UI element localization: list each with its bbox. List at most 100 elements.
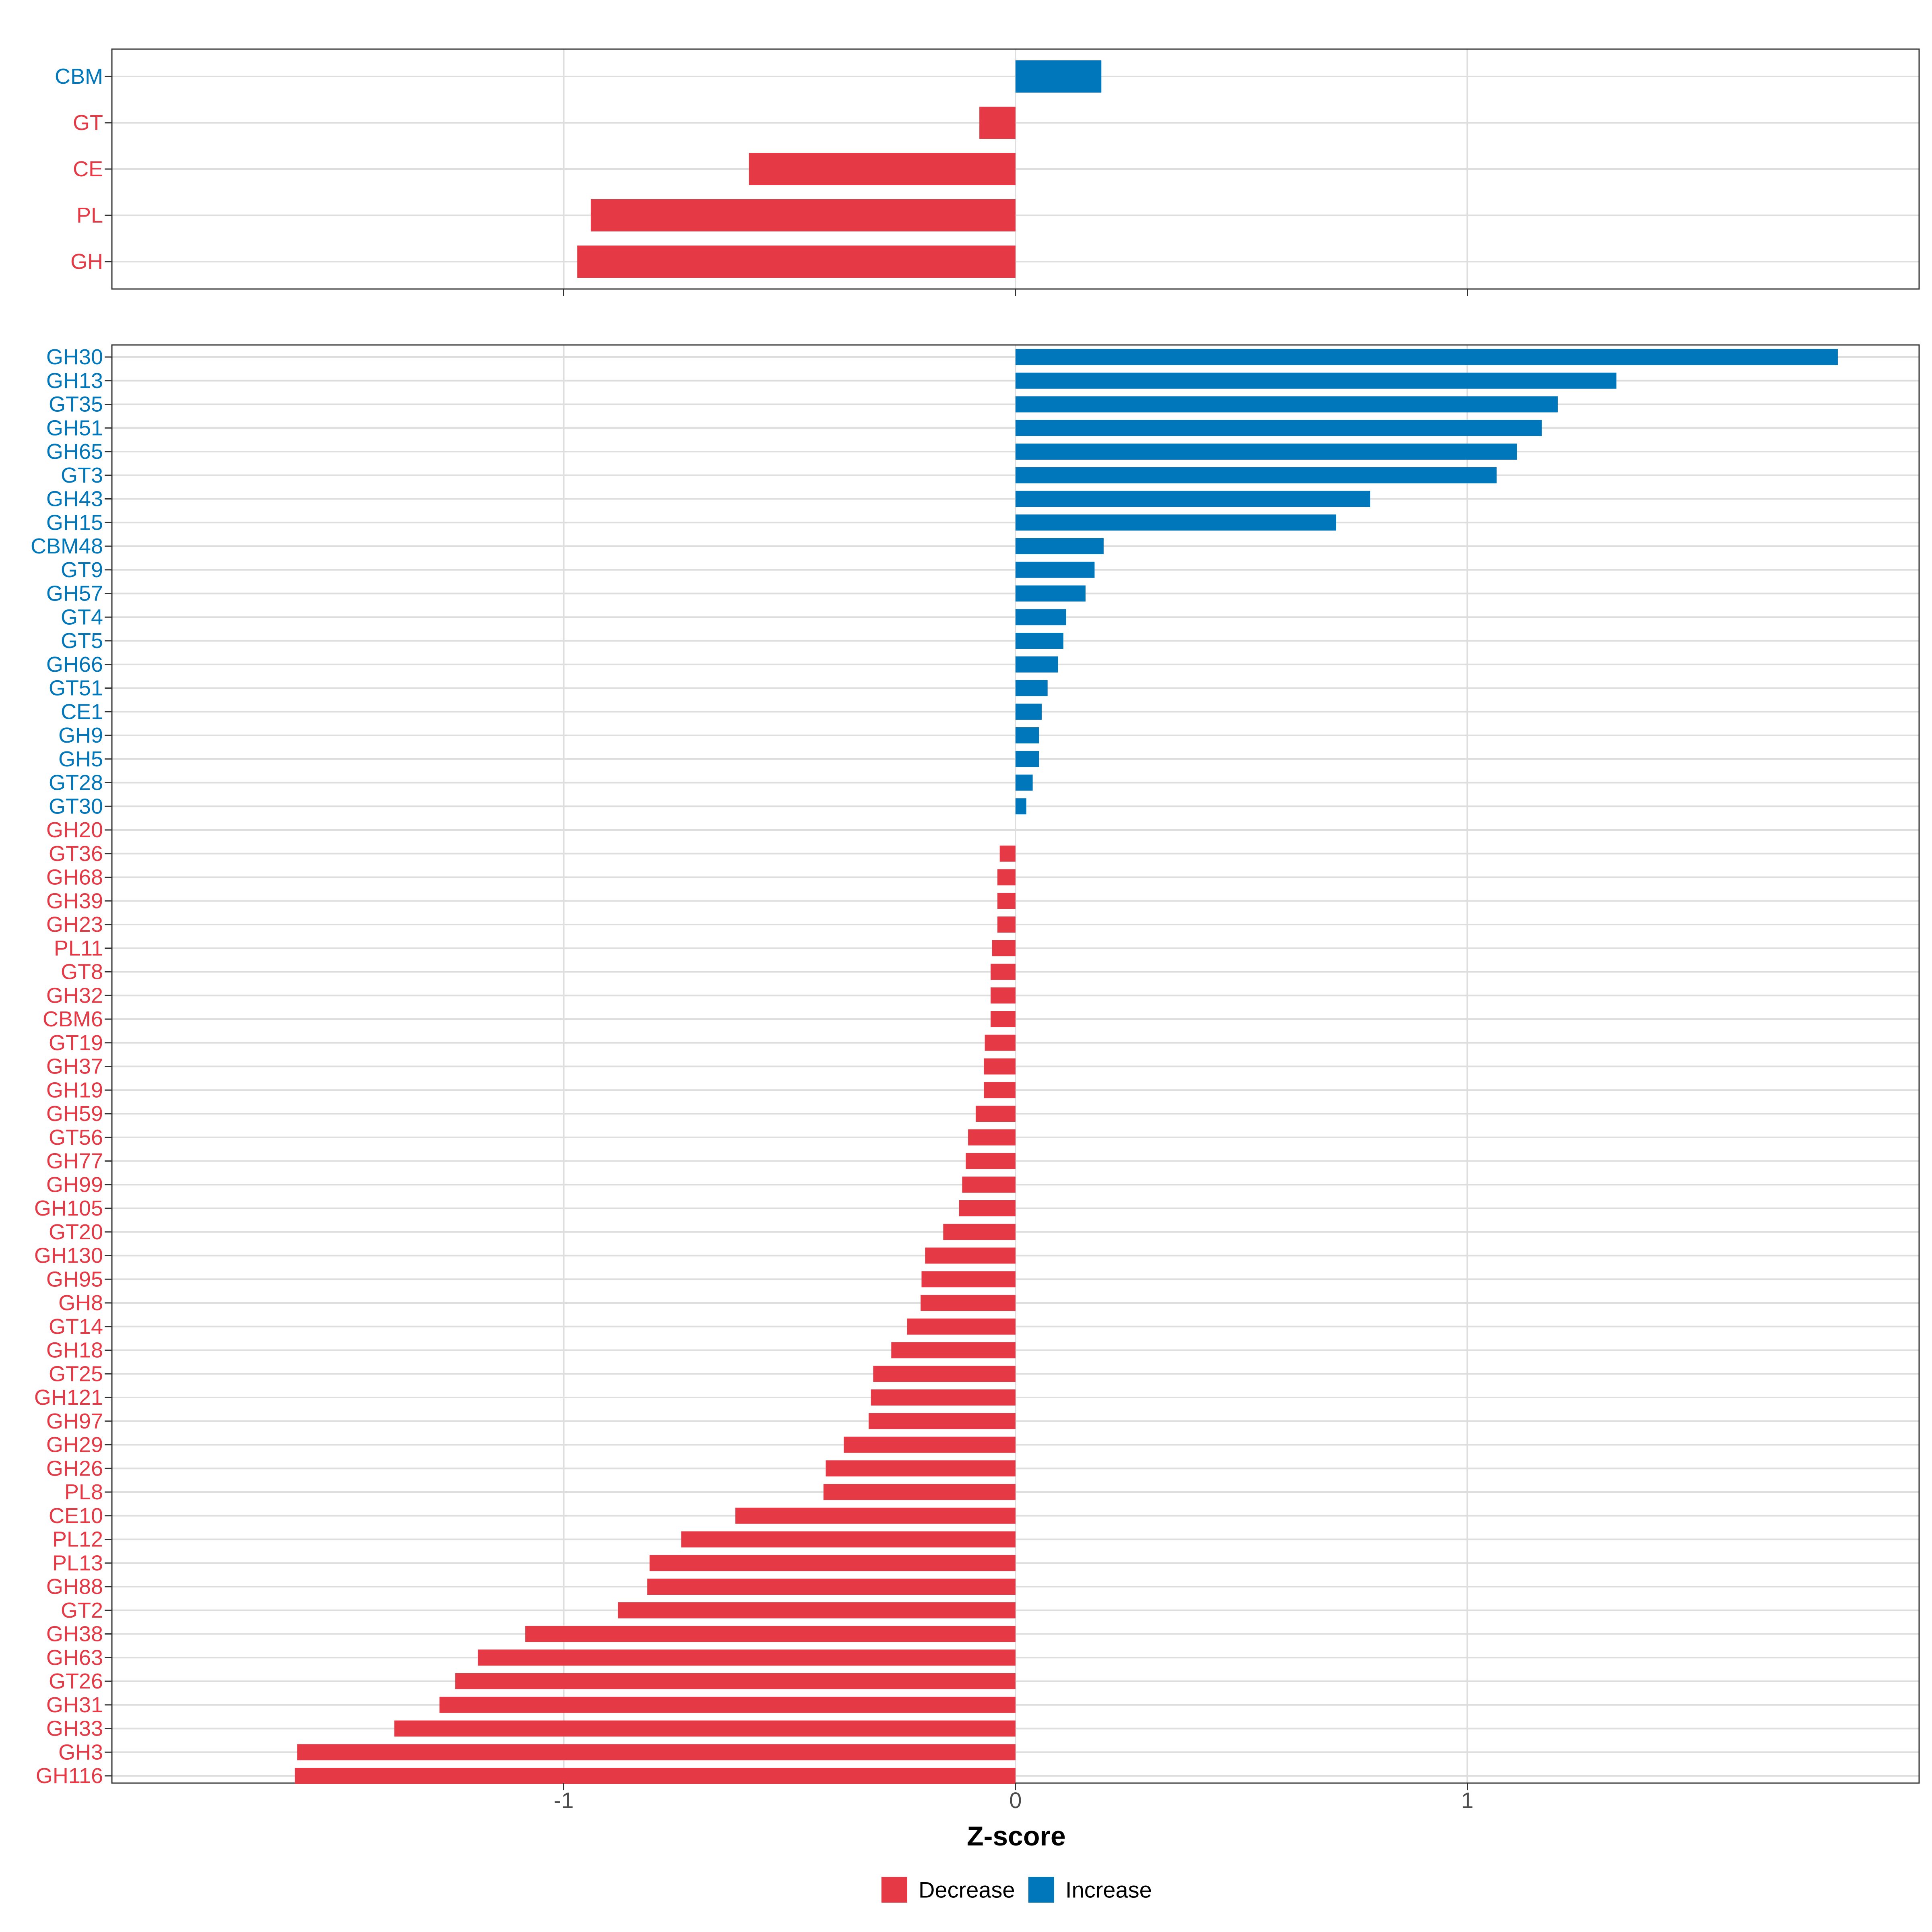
bottom-bar-gh88 [647, 1579, 1016, 1595]
bottom-bar-gh32 [991, 987, 1016, 1004]
x-axis: -1 0 1 [554, 1788, 1474, 1813]
bottom-label-gh33: GH33 [46, 1717, 103, 1741]
bottom-label-gh63: GH63 [46, 1645, 103, 1670]
bottom-bar-gh15 [1016, 514, 1336, 531]
bottom-label-gh65: GH65 [46, 440, 103, 464]
bottom-label-gt56: GT56 [49, 1125, 103, 1150]
bottom-label-pl12: PL12 [52, 1527, 103, 1552]
bottom-bar-gh130 [925, 1247, 1016, 1264]
top-bar-ce [749, 153, 1016, 185]
bottom-bar-gh29 [844, 1437, 1016, 1453]
bottom-label-gh88: GH88 [46, 1575, 103, 1599]
bottom-label-gh5: GH5 [58, 747, 103, 771]
bottom-label-gh23: GH23 [46, 912, 103, 937]
top-label-cbm: CBM [55, 64, 103, 89]
bottom-label-gh39: GH39 [46, 889, 103, 913]
bottom-label-gh18: GH18 [46, 1338, 103, 1362]
bottom-bar-gh19 [984, 1082, 1016, 1098]
bottom-label-gh130: GH130 [34, 1244, 103, 1268]
bottom-bar-gt20 [943, 1224, 1016, 1240]
bottom-bar-gh99 [962, 1177, 1016, 1193]
bottom-bar-gh18 [891, 1342, 1016, 1358]
bottom-bar-gh5 [1016, 751, 1039, 767]
top-label-ce: CE [73, 157, 103, 181]
bottom-label-gt19: GT19 [49, 1031, 103, 1055]
bottom-label-gh66: GH66 [46, 652, 103, 677]
bottom-label-gh31: GH31 [46, 1693, 103, 1717]
bottom-label-pl8: PL8 [64, 1480, 103, 1504]
bottom-label-gt30: GT30 [49, 794, 103, 818]
bottom-bar-ce1 [1016, 704, 1042, 720]
bottom-bar-gt36 [999, 845, 1016, 862]
bottom-bar-pl13 [649, 1555, 1016, 1571]
bottom-bar-gh68 [997, 869, 1016, 886]
bottom-bar-cbm48 [1016, 538, 1104, 554]
bottom-label-gt35: GT35 [49, 392, 103, 417]
bottom-bar-gh23 [997, 916, 1016, 933]
bottom-bar-gh116 [295, 1768, 1016, 1784]
bottom-label-gt36: GT36 [49, 842, 103, 866]
bottom-label-gt25: GT25 [49, 1362, 103, 1386]
bottom-label-pl11: PL11 [54, 936, 103, 960]
bottom-bar-gh39 [997, 893, 1016, 909]
bottom-bar-gh66 [1016, 656, 1058, 673]
bottom-bar-gt26 [455, 1673, 1016, 1689]
top-bar-cbm [1016, 60, 1102, 93]
bottom-label-gh51: GH51 [46, 416, 103, 440]
bottom-label-gt20: GT20 [49, 1220, 103, 1244]
legend-key-decrease [881, 1877, 907, 1903]
bottom-bar-gh65 [1016, 444, 1517, 460]
bottom-bar-gt8 [991, 964, 1016, 980]
legend: Decrease Increase [881, 1877, 1152, 1903]
bottom-bar-gt19 [985, 1034, 1016, 1051]
bottom-label-gh105: GH105 [34, 1196, 103, 1220]
bottom-bar-gt56 [968, 1129, 1016, 1146]
bottom-bar-pl12 [681, 1531, 1016, 1548]
top-panel: CBM GT CE PL GH [55, 48, 1920, 296]
bottom-bar-gt25 [873, 1366, 1016, 1382]
top-label-gh: GH [70, 250, 103, 274]
bottom-label-gt4: GT4 [61, 605, 103, 629]
bottom-bar-gh105 [959, 1200, 1016, 1216]
top-bar-gt [979, 107, 1016, 139]
bottom-bar-gh31 [439, 1697, 1016, 1713]
bottom-label-gh3: GH3 [58, 1740, 103, 1764]
bottom-label-gh95: GH95 [46, 1267, 103, 1291]
x-tick-label: -1 [554, 1788, 574, 1813]
x-tick-label: 1 [1461, 1788, 1474, 1813]
bottom-label-gh38: GH38 [46, 1622, 103, 1646]
bottom-label-gh116: GH116 [36, 1764, 103, 1788]
bottom-bar-gh97 [869, 1413, 1016, 1429]
top-label-pl: PL [76, 203, 103, 227]
bottom-label-gh19: GH19 [46, 1078, 103, 1102]
x-axis-title: Z-score [967, 1821, 1066, 1852]
bottom-bar-gt28 [1016, 774, 1033, 791]
bottom-bar-gt4 [1016, 609, 1066, 625]
bottom-label-gh30: GH30 [46, 345, 103, 369]
bottom-bar-gh77 [966, 1153, 1016, 1169]
bottom-label-gh97: GH97 [46, 1409, 103, 1433]
bottom-bar-gh9 [1016, 727, 1039, 743]
legend-key-increase [1028, 1877, 1054, 1903]
bottom-label-cbm6: CBM6 [43, 1007, 103, 1031]
bottom-label-gh43: GH43 [46, 487, 103, 511]
bottom-label-gh13: GH13 [46, 369, 103, 393]
bottom-label-gh121: GH121 [34, 1385, 103, 1410]
bottom-bar-gh33 [394, 1720, 1016, 1737]
bottom-bar-gh8 [921, 1295, 1016, 1311]
bottom-label-gt2: GT2 [61, 1598, 103, 1622]
bottom-bar-gh38 [525, 1626, 1016, 1642]
bottom-label-gh26: GH26 [46, 1456, 103, 1480]
bottom-label-ce10: CE10 [49, 1504, 103, 1528]
bottom-bar-pl11 [992, 940, 1016, 956]
bottom-bar-gt5 [1016, 633, 1063, 649]
bottom-panel: GH30GH13GT35GH51GH65GT3GH43GH15CBM48GT9G… [31, 344, 1920, 1790]
bottom-label-gh77: GH77 [46, 1149, 103, 1173]
bottom-label-gh99: GH99 [46, 1172, 103, 1197]
bottom-bar-gh51 [1016, 420, 1542, 436]
bottom-bar-gt2 [618, 1602, 1016, 1618]
bottom-label-pl13: PL13 [52, 1551, 103, 1575]
bottom-label-gh37: GH37 [46, 1055, 103, 1079]
bottom-label-gh15: GH15 [46, 510, 103, 535]
bottom-bar-gh95 [921, 1271, 1016, 1288]
